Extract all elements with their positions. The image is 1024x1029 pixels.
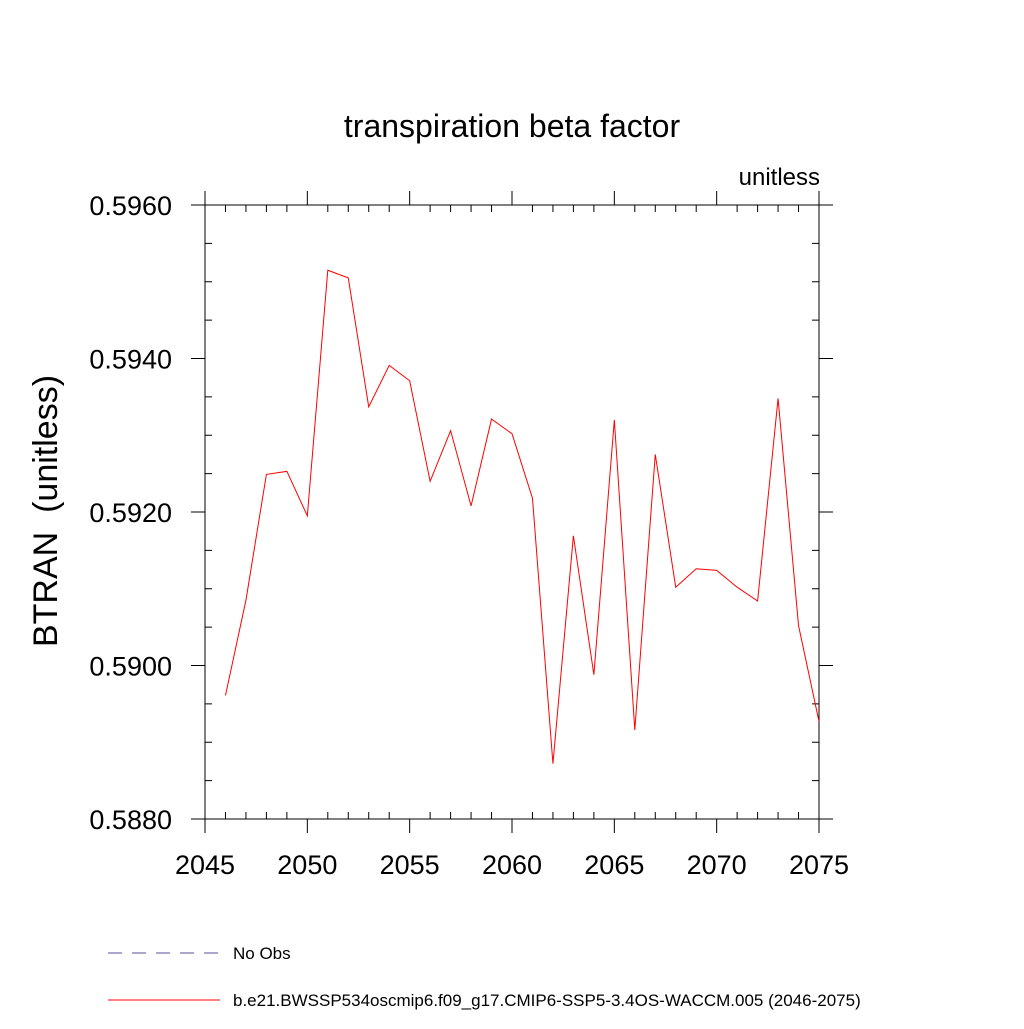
x-tick-label: 2055 bbox=[380, 850, 440, 880]
plot-frame bbox=[204, 204, 820, 820]
y-tick-label: 0.5960 bbox=[89, 191, 172, 221]
series-layer bbox=[224, 269, 820, 764]
axis-ticks bbox=[191, 191, 833, 833]
units-label: unitless bbox=[739, 164, 820, 191]
legend-label: b.e21.BWSSP534oscmip6.f09_g17.CMIP6-SSP5… bbox=[233, 991, 861, 1010]
x-tick-label: 2075 bbox=[789, 850, 849, 880]
x-tick-label: 2065 bbox=[584, 850, 644, 880]
y-tick-label: 0.5900 bbox=[89, 652, 172, 682]
series-line bbox=[224, 269, 820, 764]
x-tick-label: 2070 bbox=[687, 850, 747, 880]
y-tick-label: 0.5940 bbox=[89, 345, 172, 375]
x-tick-label: 2060 bbox=[482, 850, 542, 880]
x-tick-label: 2050 bbox=[277, 850, 337, 880]
tick-labels: 2045 2050 2055 2060 2065 2070 2075 0.5880 0.5900… bbox=[89, 191, 849, 880]
legend: No Obs b.e21.BWSSP534oscmip6.f09_g17.CMIP… bbox=[108, 944, 861, 1010]
y-tick-label: 0.5880 bbox=[89, 805, 172, 835]
chart-title: transpiration beta factor bbox=[344, 108, 681, 144]
y-tick-label: 0.5920 bbox=[89, 498, 172, 528]
x-tick-label: 2045 bbox=[175, 850, 235, 880]
legend-label: No Obs bbox=[233, 944, 291, 963]
y-axis-label: BTRAN (unitless) bbox=[27, 375, 65, 647]
